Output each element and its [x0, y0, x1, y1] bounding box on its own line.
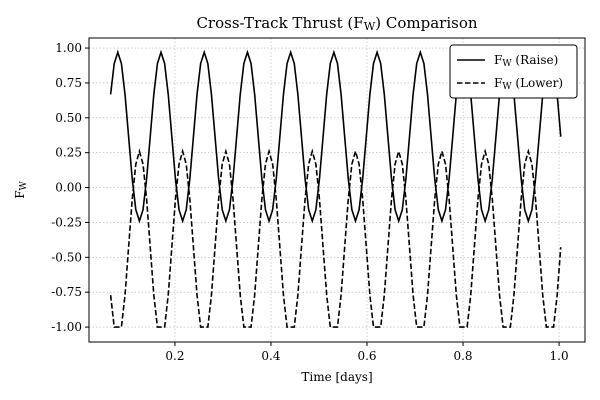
chart-title: Cross-Track Thrust (FW) Comparison [196, 14, 477, 33]
x-tick-label: 0.2 [165, 349, 184, 363]
x-tick-label: 0.4 [261, 349, 280, 363]
plot-frame [88, 37, 586, 343]
y-tick-label: -0.50 [51, 250, 82, 264]
y-tick-label: 0.50 [55, 110, 82, 124]
line-series [109, 148, 562, 328]
y-tick-label: -0.75 [51, 285, 82, 299]
y-tick-label: 0.00 [55, 180, 82, 194]
y-tick-label: 0.25 [55, 145, 82, 159]
x-tick-label: 0.6 [357, 349, 376, 363]
y-tick-label: 1.00 [55, 41, 82, 55]
line-series [109, 49, 562, 224]
y-tick-label: -0.25 [51, 215, 82, 229]
legend-label: FW (Raise) [494, 53, 558, 69]
x-tick-label: 1.0 [550, 349, 569, 363]
x-tick-label: 0.8 [453, 349, 472, 363]
x-axis-label: Time [days] [301, 370, 372, 384]
y-axis-label: FW [13, 180, 29, 198]
y-tick-label: -1.00 [51, 320, 82, 334]
legend-label: FW (Lower) [494, 76, 563, 92]
y-tick-label: 0.75 [55, 75, 82, 89]
legend-box [449, 44, 578, 99]
